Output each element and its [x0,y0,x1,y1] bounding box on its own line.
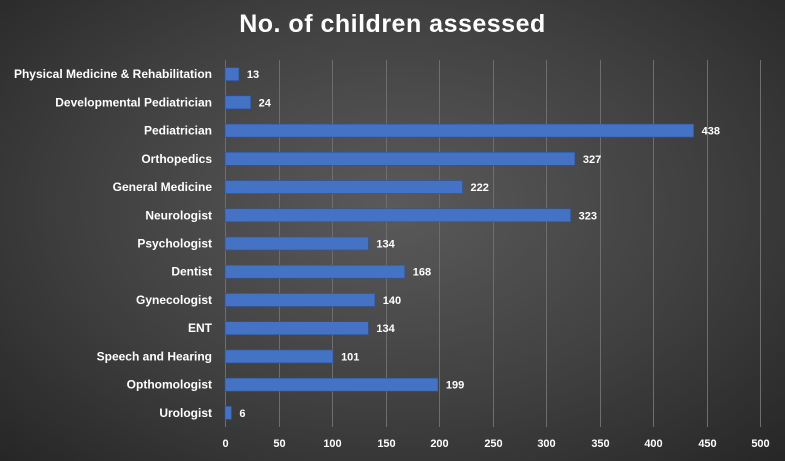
category-label: Physical Medicine & Rehabilitation [14,67,212,81]
category-label: Urologist [159,406,212,420]
category-label: Orthopedics [141,152,212,166]
x-tick-label: 0 [222,438,228,450]
category-label: General Medicine [113,180,213,194]
category-label: Opthomologist [127,378,212,392]
category-label: Gynecologist [136,293,212,307]
bar [224,377,439,392]
x-tick-label: 300 [537,438,555,450]
x-tick-label: 150 [377,438,395,450]
x-axis-ticks: 0 50 100 150 200 250 300 350 400 450 500 [222,438,769,450]
data-label: 6 [239,408,245,420]
bar [224,293,376,307]
category-label: Speech and Hearing [97,349,212,363]
x-tick-label: 350 [591,438,609,450]
category-label: Neurologist [145,208,212,222]
data-label: 24 [259,97,272,109]
category-label: Developmental Pediatrician [55,95,212,109]
chart-title: No. of children assessed [239,10,546,38]
data-label: 101 [341,351,359,363]
data-label: 327 [583,154,601,166]
data-label: 134 [376,323,395,335]
x-tick-label: 200 [430,438,448,450]
bar [224,123,694,138]
bar [224,264,406,279]
data-label: 140 [383,295,401,307]
bar [224,180,463,194]
x-tick-label: 500 [751,438,769,450]
bar [224,95,251,110]
bar [224,208,571,223]
bar [224,236,369,251]
bar [224,406,232,420]
category-label: Pediatrician [144,124,212,138]
bars [224,67,694,420]
data-label: 13 [247,69,259,81]
x-tick-label: 450 [698,438,716,450]
category-label: Dentist [171,265,212,279]
x-tick-label: 400 [644,438,662,450]
value-labels: 13 24 438 327 222 323 134 168 140 134 101 199 6 [239,69,720,420]
data-label: 438 [702,126,720,138]
bar [224,321,369,335]
category-label: ENT [188,321,213,335]
x-tick-label: 250 [484,438,502,450]
data-label: 168 [413,267,431,279]
data-label: 222 [471,182,489,194]
bar [224,152,576,166]
category-labels: Physical Medicine & Rehabilitation Develo… [14,67,213,420]
x-tick-label: 100 [323,438,341,450]
bar [224,67,240,81]
data-label: 323 [579,210,597,222]
category-label: Psychologist [137,237,212,251]
data-label: 199 [446,380,464,392]
bar [224,349,334,364]
x-tick-label: 50 [273,438,285,450]
data-label: 134 [376,239,395,251]
